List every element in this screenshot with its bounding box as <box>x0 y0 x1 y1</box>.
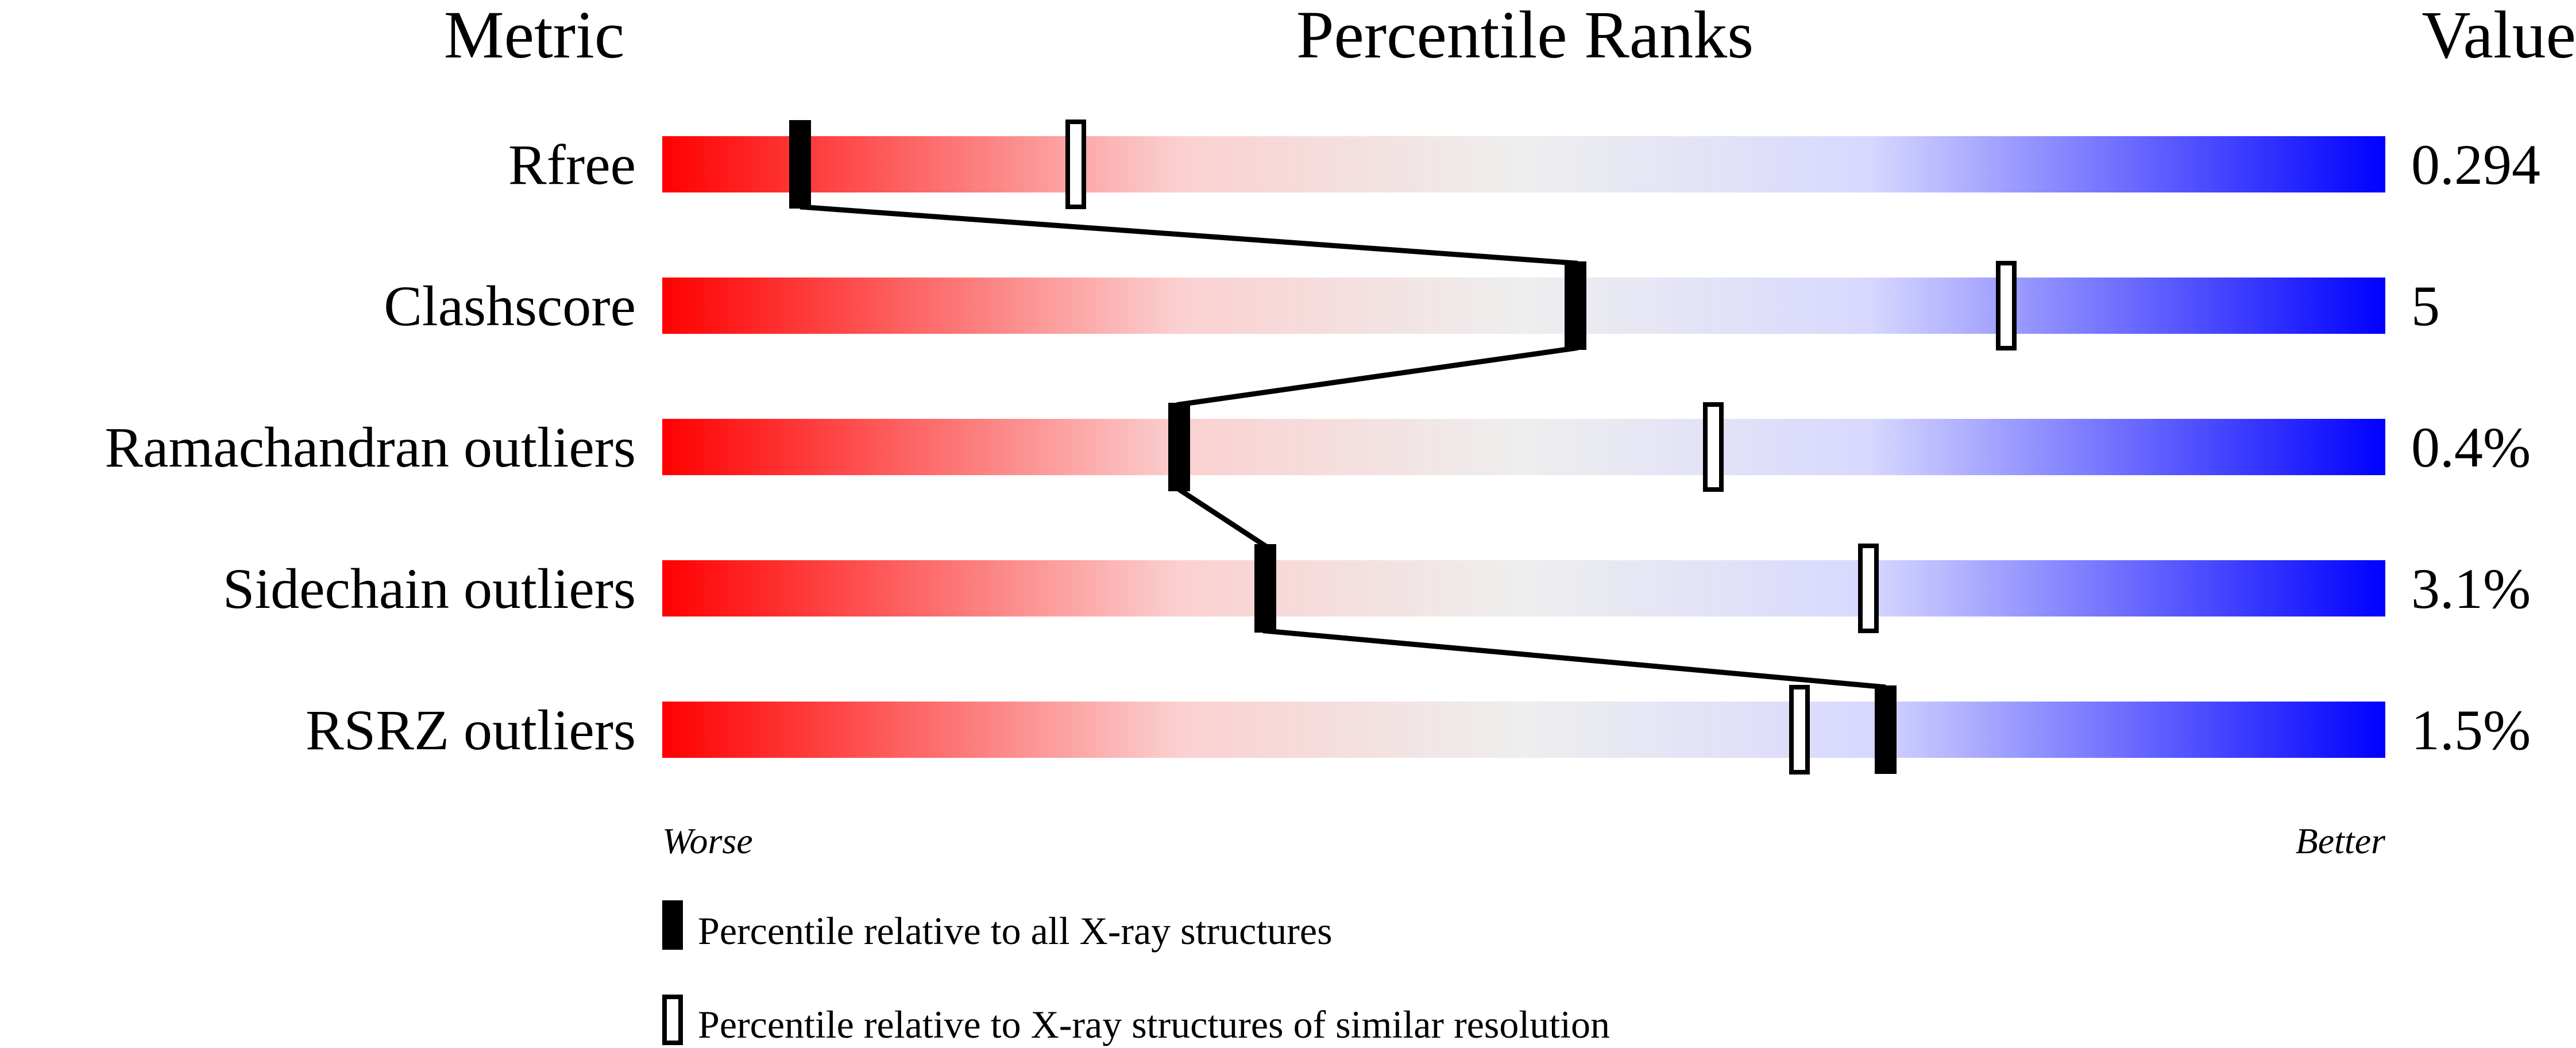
all-structures-marker <box>1168 403 1190 491</box>
similar-resolution-marker <box>1065 120 1086 209</box>
metric-value: 5 <box>2411 274 2440 338</box>
header-value: Value <box>2421 0 2576 72</box>
all-structures-marker <box>1254 544 1276 633</box>
percentile-bar <box>662 702 2385 758</box>
metric-value: 3.1% <box>2411 557 2531 621</box>
percentile-bar <box>662 278 2385 334</box>
percentile-bar <box>662 560 2385 617</box>
metric-value: 1.5% <box>2411 698 2531 762</box>
all-structures-marker <box>1875 685 1897 774</box>
similar-resolution-marker <box>1996 261 2017 350</box>
similar-resolution-marker <box>1703 402 1724 492</box>
legend-all-structures: Percentile relative to all X-ray structu… <box>698 909 1333 953</box>
all-structures-marker <box>789 120 811 209</box>
metric-label: RSRZ outliers <box>306 698 636 762</box>
legend-similar-resolution: Percentile relative to X-ray structures … <box>698 1003 1610 1046</box>
percentile-bar <box>662 136 2385 192</box>
metric-value: 0.4% <box>2411 415 2531 479</box>
header-metric: Metric <box>444 0 625 72</box>
metric-label: Sidechain outliers <box>223 557 636 621</box>
metric-value: 0.294 <box>2411 133 2540 196</box>
worse-label: Worse <box>662 820 753 861</box>
better-label: Better <box>2296 820 2386 861</box>
metric-label: Ramachandran outliers <box>105 415 636 479</box>
percentile-bar <box>662 419 2385 475</box>
similar-resolution-marker <box>1789 685 1810 775</box>
legend-open-marker <box>662 995 683 1045</box>
legend-filled-marker <box>662 900 683 950</box>
similar-resolution-marker <box>1858 544 1879 633</box>
header-percentile-ranks: Percentile Ranks <box>1296 0 1754 72</box>
all-structures-marker <box>1565 261 1586 350</box>
metric-label: Rfree <box>508 133 636 196</box>
metric-label: Clashscore <box>384 274 636 338</box>
